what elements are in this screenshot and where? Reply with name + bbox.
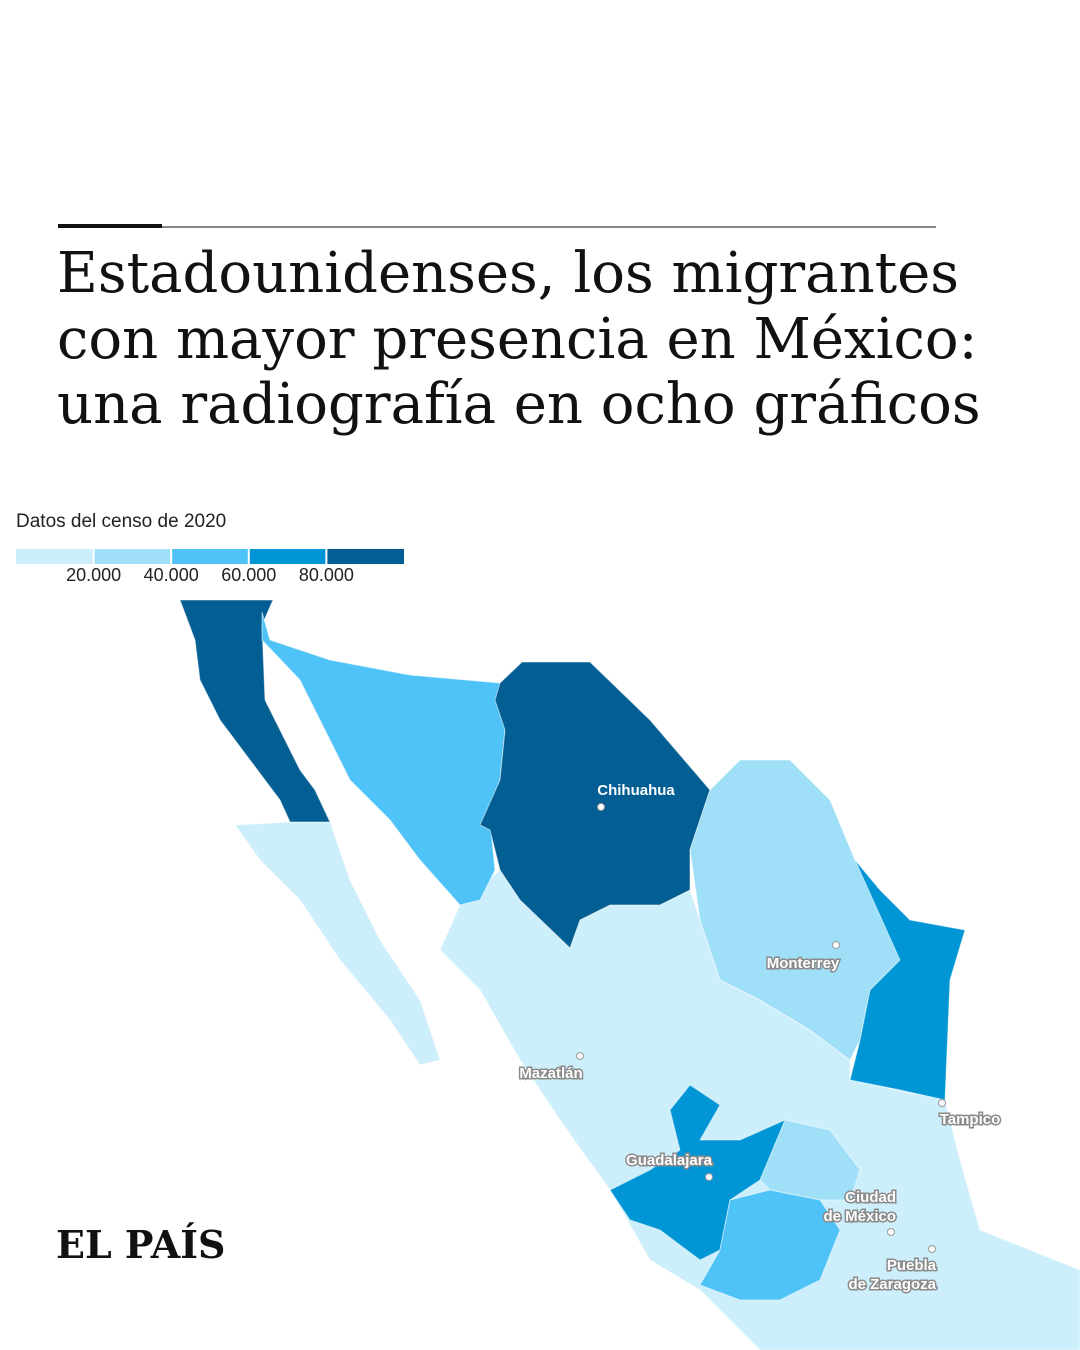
city-label: de Zaragoza: [848, 1276, 936, 1293]
cities: Chihuahua Monterrey Mazatlán Tampico Guadala…: [518, 782, 1002, 1295]
legend-tick-label: 80.000: [299, 565, 354, 585]
city-label: Mazatlán: [519, 1065, 582, 1082]
legend-swatch: [171, 549, 249, 564]
map: Chihuahua Monterrey Mazatlán Tampico Guadala…: [179, 599, 1080, 1350]
region: [759, 1119, 861, 1201]
city-dot: [938, 1099, 946, 1107]
legend-title: Datos del censo de 2020: [16, 511, 226, 532]
region: [479, 661, 711, 949]
city-label: Puebla: [887, 1257, 937, 1274]
legend-swatch: [326, 549, 404, 564]
region: [699, 1189, 841, 1301]
brand-logo: EL PAÍS: [56, 1222, 225, 1267]
legend-swatch: [16, 549, 94, 564]
title-line: Estadounidenses, los migrantes: [57, 241, 959, 306]
city-dot: [576, 1052, 584, 1060]
city-dot: [887, 1228, 895, 1236]
city-dot: [928, 1245, 936, 1253]
region: [179, 599, 331, 823]
title: Estadounidenses, los migrantes con mayor…: [57, 241, 981, 437]
region: [849, 859, 966, 1101]
city-dot: [832, 941, 840, 949]
title-line: con mayor presencia en México:: [57, 307, 977, 372]
city-label: Chihuahua: [597, 782, 675, 799]
region: [609, 1084, 786, 1261]
legend-swatch: [93, 549, 172, 564]
legend-swatch: [248, 549, 327, 564]
city-dot: [705, 1173, 713, 1181]
legend: 20.000 40.000 60.000 80.000: [16, 549, 404, 585]
legend-tick-label: 40.000: [144, 565, 199, 585]
city-label: Ciudad: [845, 1189, 896, 1206]
region: [234, 821, 441, 1066]
region: [261, 611, 506, 906]
city-dot: [597, 803, 605, 811]
city-label: Monterrey: [767, 955, 840, 972]
legend-tick-label: 60.000: [221, 565, 276, 585]
title-line: una radiografía en ocho gráficos: [57, 372, 981, 437]
legend-tick-label: 20.000: [66, 565, 121, 585]
city-label: Guadalajara: [626, 1152, 713, 1169]
city-label: Tampico: [940, 1111, 1001, 1128]
city-label: de México: [823, 1208, 896, 1225]
